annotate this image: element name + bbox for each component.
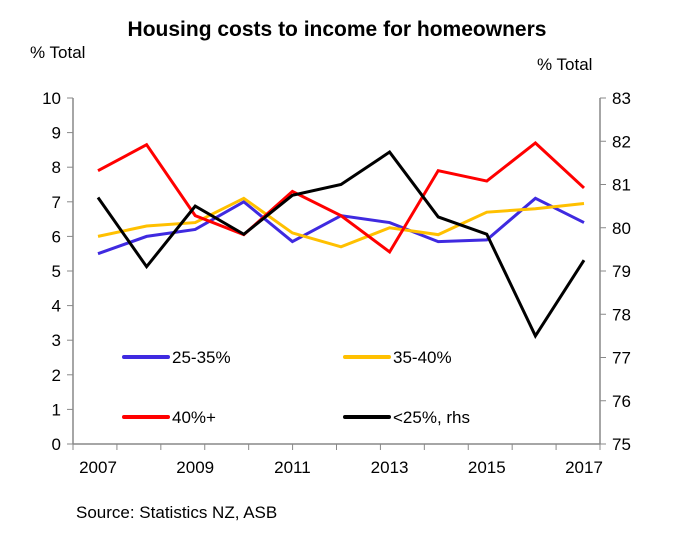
series-line--25-rhs xyxy=(96,150,586,339)
y-tick-label-left: 6 xyxy=(52,227,61,246)
y-tick-label-right: 81 xyxy=(612,176,631,195)
legend-label: 40%+ xyxy=(172,408,216,427)
source-note: Source: Statistics NZ, ASB xyxy=(76,503,277,522)
y-tick-label-left: 7 xyxy=(52,193,61,212)
x-tick-label: 2011 xyxy=(274,458,311,477)
y-tick-label-right: 76 xyxy=(612,392,631,411)
x-tick-label: 2013 xyxy=(371,458,409,477)
x-tick-label: 2009 xyxy=(176,458,214,477)
y-axis-label-left: % Total xyxy=(30,43,85,62)
y-tick-label-left: 1 xyxy=(52,400,61,419)
y-tick-label-left: 0 xyxy=(52,435,61,454)
x-tick-label: 2015 xyxy=(468,458,506,477)
y-tick-label-left: 4 xyxy=(52,297,61,316)
y-tick-label-right: 78 xyxy=(612,305,631,324)
y-tick-label-left: 9 xyxy=(52,124,61,143)
legend-label: 35-40% xyxy=(393,348,452,367)
y-axis-label-right: % Total xyxy=(537,55,592,74)
y-tick-label-left: 3 xyxy=(52,331,61,350)
chart-title: Housing costs to income for homeowners xyxy=(128,18,547,41)
y-tick-label-right: 75 xyxy=(612,435,631,454)
legend-label: <25%, rhs xyxy=(393,408,470,427)
x-tick-label: 2007 xyxy=(79,458,117,477)
y-tick-label-right: 82 xyxy=(612,132,631,151)
series-line-35-40- xyxy=(97,196,585,249)
y-tick-label-left: 2 xyxy=(52,366,61,385)
y-tick-label-right: 77 xyxy=(612,349,631,368)
y-tick-label-right: 80 xyxy=(612,219,631,238)
y-tick-label-right: 83 xyxy=(612,89,631,108)
series-line-40- xyxy=(97,141,586,255)
y-tick-label-left: 10 xyxy=(42,89,61,108)
y-tick-label-right: 79 xyxy=(612,262,631,281)
y-tick-label-left: 5 xyxy=(52,262,61,281)
y-tick-label-left: 8 xyxy=(52,158,61,177)
legend-label: 25-35% xyxy=(172,348,231,367)
x-tick-label: 2017 xyxy=(565,458,603,477)
